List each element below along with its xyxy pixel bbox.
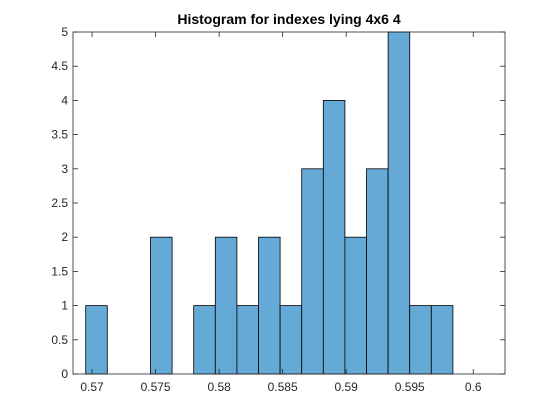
y-tick-label: 0.5 [51, 333, 68, 347]
chart-title: Histogram for indexes lying 4x6 4 [177, 11, 401, 27]
histogram-bar [279, 305, 303, 375]
x-tick-label: 0.59 [334, 380, 358, 394]
x-tick-label: 0.6 [465, 380, 482, 394]
y-tick-label: 2.5 [51, 196, 68, 210]
histogram-bar [366, 168, 389, 375]
y-tick-label: 4 [61, 93, 68, 107]
y-tick-label: 2 [61, 230, 68, 244]
x-tick-label: 0.58 [207, 380, 231, 394]
histogram-bar [85, 305, 108, 375]
x-tick-label: 0.575 [141, 380, 171, 394]
histogram-bar [193, 305, 216, 375]
histogram-bar [387, 31, 411, 375]
y-tick-label: 1 [61, 299, 68, 313]
histogram-bar [322, 100, 346, 375]
y-tick-label: 4.5 [51, 59, 68, 73]
histogram-bar [236, 305, 259, 375]
histogram-bar [214, 236, 238, 375]
x-tick-label: 0.57 [80, 380, 104, 394]
y-tick-label: 0 [61, 367, 68, 381]
histogram-bar [430, 305, 454, 375]
axes-group: 0.57 0.575 0.58 0.585 0.59 0.595 0.6 0 0.5 1 1.5 2 2… [51, 25, 506, 394]
y-tick-label: 3 [61, 162, 68, 176]
histogram-bar [301, 168, 324, 375]
y-tick-label: 1.5 [51, 264, 68, 278]
y-tick-label: 3.5 [51, 128, 68, 142]
histogram-bar [344, 236, 367, 375]
histogram-bar [409, 305, 432, 375]
bars-group [85, 31, 454, 375]
histogram-bar [258, 236, 281, 375]
y-tick-label: 5 [61, 25, 68, 39]
histogram-bar [150, 236, 173, 375]
x-tick-label: 0.595 [395, 380, 425, 394]
x-tick-label: 0.585 [268, 380, 298, 394]
